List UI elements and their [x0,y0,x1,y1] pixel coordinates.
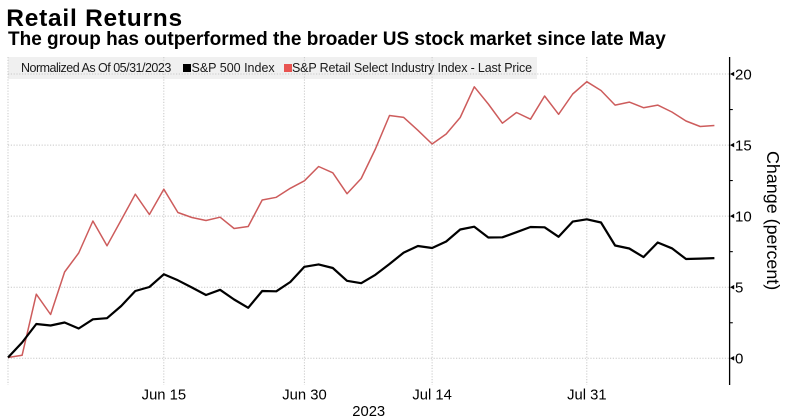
svg-text:2023: 2023 [352,404,385,420]
svg-text:15: 15 [735,138,752,155]
svg-text:Change (percent): Change (percent) [763,151,783,290]
svg-text:Jul 14: Jul 14 [412,387,452,403]
svg-text:Jul 31: Jul 31 [567,387,607,403]
svg-text:20: 20 [735,66,752,83]
svg-text:Jun 15: Jun 15 [142,387,186,403]
svg-text:0: 0 [735,351,743,368]
svg-text:10: 10 [735,209,752,226]
svg-text:Jun 30: Jun 30 [282,387,326,403]
svg-text:5: 5 [735,280,743,297]
